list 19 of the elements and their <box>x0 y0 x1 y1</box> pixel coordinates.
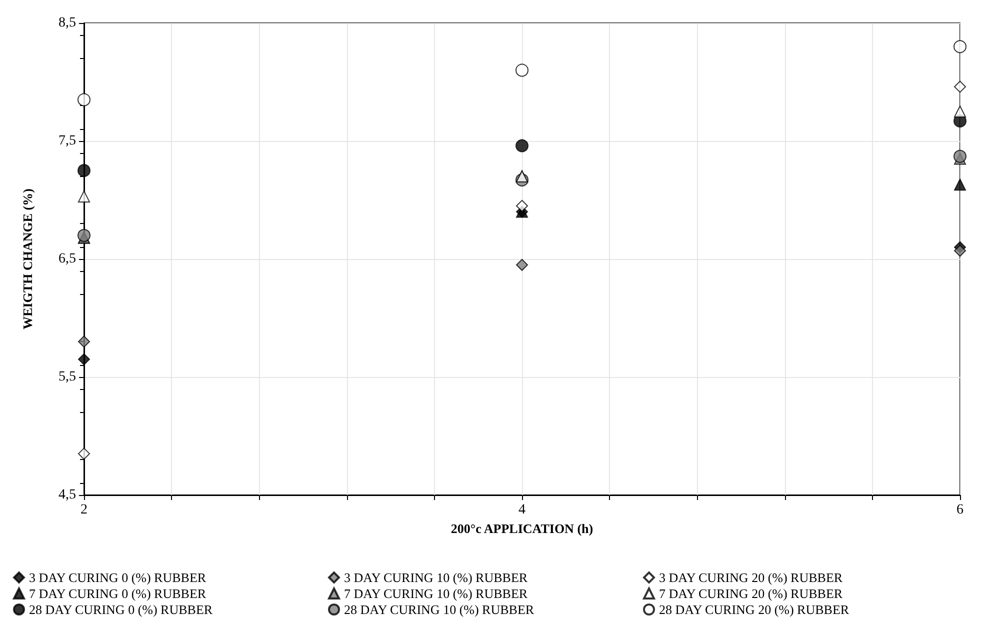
legend-label: 7 DAY CURING 20 (%) RUBBER <box>659 586 843 601</box>
legend-label: 3 DAY CURING 10 (%) RUBBER <box>344 570 528 585</box>
legend-label: 3 DAY CURING 20 (%) RUBBER <box>659 570 843 585</box>
y-tick-label: 6,5 <box>58 252 76 266</box>
legend-label: 3 DAY CURING 0 (%) RUBBER <box>29 570 206 585</box>
legend-label: 28 DAY CURING 20 (%) RUBBER <box>659 602 850 617</box>
y-tick-label: 7,5 <box>58 134 76 148</box>
legend-label: 28 DAY CURING 0 (%) RUBBER <box>29 602 213 617</box>
legend-label: 7 DAY CURING 0 (%) RUBBER <box>29 586 206 601</box>
x-tick-label: 2 <box>80 502 88 518</box>
legend-label: 28 DAY CURING 10 (%) RUBBER <box>344 602 534 617</box>
y-tick-label: 8,5 <box>58 16 76 30</box>
x-axis-title: 200°c APPLICATION (h) <box>450 520 594 536</box>
x-tick-label: 6 <box>956 502 964 518</box>
x-tick-label: 4 <box>518 502 526 518</box>
y-tick-label: 5,5 <box>58 370 76 384</box>
y-axis-title: WEIGTH CHANGE (%) <box>20 188 35 330</box>
legend-label: 7 DAY CURING 10 (%) RUBBER <box>344 586 528 601</box>
y-tick-label: 4,5 <box>58 488 76 502</box>
